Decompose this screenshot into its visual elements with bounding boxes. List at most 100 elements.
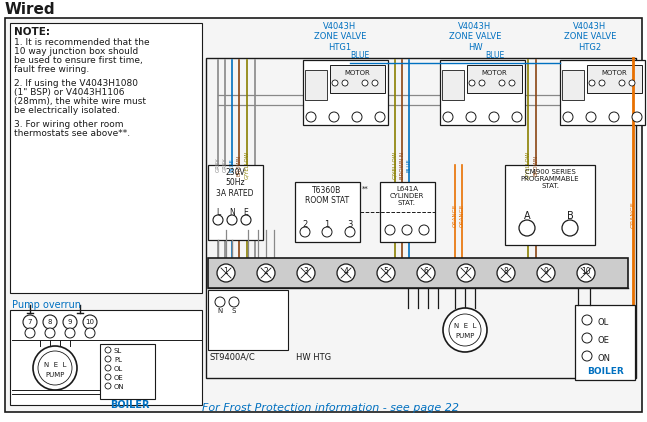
Text: BROWN: BROWN xyxy=(237,154,241,176)
Text: L641A
CYLINDER
STAT.: L641A CYLINDER STAT. xyxy=(389,186,424,206)
Circle shape xyxy=(443,112,453,122)
Text: N: N xyxy=(229,208,235,217)
Circle shape xyxy=(213,215,223,225)
Circle shape xyxy=(632,112,642,122)
Text: OE: OE xyxy=(114,375,124,381)
Circle shape xyxy=(589,80,595,86)
Bar xyxy=(295,182,360,242)
Circle shape xyxy=(297,264,315,282)
Circle shape xyxy=(582,315,592,325)
Text: BLUE: BLUE xyxy=(351,51,369,60)
Text: For Frost Protection information - see page 22: For Frost Protection information - see p… xyxy=(201,403,459,413)
Bar xyxy=(330,65,385,93)
Circle shape xyxy=(352,112,362,122)
Circle shape xyxy=(509,80,515,86)
Circle shape xyxy=(489,112,499,122)
Text: 9: 9 xyxy=(68,319,72,325)
Circle shape xyxy=(105,374,111,380)
Circle shape xyxy=(23,315,37,329)
Text: 10: 10 xyxy=(581,268,591,276)
Bar xyxy=(10,23,202,293)
Text: BLUE: BLUE xyxy=(230,158,234,172)
Text: be electrically isolated.: be electrically isolated. xyxy=(14,106,120,115)
Text: 7: 7 xyxy=(28,319,32,325)
Circle shape xyxy=(537,264,555,282)
Circle shape xyxy=(449,314,481,346)
Circle shape xyxy=(65,328,75,338)
Text: G/YELLOW: G/YELLOW xyxy=(245,151,250,179)
Circle shape xyxy=(43,315,57,329)
Text: (1" BSP) or V4043H1106: (1" BSP) or V4043H1106 xyxy=(14,88,124,97)
Text: V4043H
ZONE VALVE
HW: V4043H ZONE VALVE HW xyxy=(449,22,501,52)
Bar xyxy=(380,182,435,242)
Circle shape xyxy=(362,80,368,86)
Bar xyxy=(208,290,288,350)
Circle shape xyxy=(105,356,111,362)
Bar xyxy=(10,310,202,405)
Text: PUMP: PUMP xyxy=(45,372,65,378)
Text: E: E xyxy=(244,208,248,217)
Bar xyxy=(206,58,636,378)
Circle shape xyxy=(306,112,316,122)
Circle shape xyxy=(582,351,592,361)
Text: MOTOR: MOTOR xyxy=(601,70,627,76)
Text: (28mm), the white wire must: (28mm), the white wire must xyxy=(14,97,146,106)
Circle shape xyxy=(337,264,355,282)
Circle shape xyxy=(377,264,395,282)
Text: 1. It is recommended that the: 1. It is recommended that the xyxy=(14,38,149,47)
Circle shape xyxy=(33,346,77,390)
Circle shape xyxy=(322,227,332,237)
Text: V4043H
ZONE VALVE
HTG1: V4043H ZONE VALVE HTG1 xyxy=(314,22,366,52)
Bar xyxy=(305,70,327,100)
Circle shape xyxy=(469,80,475,86)
Circle shape xyxy=(519,220,535,236)
Text: V4043H
ZONE VALVE
HTG2: V4043H ZONE VALVE HTG2 xyxy=(564,22,616,52)
Text: fault free wiring.: fault free wiring. xyxy=(14,65,89,74)
Circle shape xyxy=(599,80,605,86)
Circle shape xyxy=(63,315,77,329)
Circle shape xyxy=(83,315,97,329)
Text: B: B xyxy=(567,211,573,221)
Text: L: L xyxy=(216,208,220,217)
Text: 4: 4 xyxy=(344,268,349,276)
Circle shape xyxy=(512,112,522,122)
Circle shape xyxy=(372,80,378,86)
Bar xyxy=(575,305,635,380)
Bar xyxy=(208,258,628,288)
Circle shape xyxy=(457,264,475,282)
Circle shape xyxy=(582,333,592,343)
Bar xyxy=(100,344,155,399)
Text: ORANGE: ORANGE xyxy=(630,202,635,228)
Circle shape xyxy=(419,225,429,235)
Circle shape xyxy=(241,215,251,225)
Circle shape xyxy=(38,351,72,385)
Text: G/YELLOW: G/YELLOW xyxy=(525,151,531,179)
Circle shape xyxy=(609,112,619,122)
Text: BOILER: BOILER xyxy=(110,400,149,410)
Text: N  E  L: N E L xyxy=(44,362,66,368)
Bar xyxy=(562,70,584,100)
Circle shape xyxy=(25,328,35,338)
Circle shape xyxy=(619,80,625,86)
Circle shape xyxy=(466,112,476,122)
Text: ORANGE: ORANGE xyxy=(459,203,465,227)
Text: 5: 5 xyxy=(384,268,388,276)
Bar xyxy=(440,60,525,125)
Circle shape xyxy=(629,80,635,86)
Text: 2: 2 xyxy=(302,220,307,229)
Text: 2. If using the V4043H1080: 2. If using the V4043H1080 xyxy=(14,79,138,88)
Bar xyxy=(208,165,263,240)
Circle shape xyxy=(227,215,237,225)
Text: Pump overrun: Pump overrun xyxy=(12,300,81,310)
Text: ORANGE: ORANGE xyxy=(452,203,457,227)
Text: 6: 6 xyxy=(424,268,428,276)
Circle shape xyxy=(577,264,595,282)
Circle shape xyxy=(257,264,275,282)
Text: 3: 3 xyxy=(303,268,309,276)
Circle shape xyxy=(402,225,412,235)
Text: 3: 3 xyxy=(347,220,353,229)
Text: BLUE: BLUE xyxy=(485,51,505,60)
Circle shape xyxy=(417,264,435,282)
Circle shape xyxy=(229,297,239,307)
Circle shape xyxy=(375,112,385,122)
